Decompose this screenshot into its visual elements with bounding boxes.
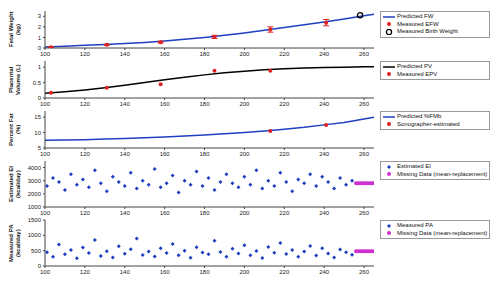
svg-text:140: 140 bbox=[120, 51, 131, 57]
svg-text:10: 10 bbox=[34, 130, 41, 136]
svg-text:180: 180 bbox=[200, 210, 211, 216]
svg-text:100: 100 bbox=[40, 51, 51, 57]
svg-text:240: 240 bbox=[319, 210, 330, 216]
svg-text:1: 1 bbox=[38, 35, 42, 41]
svg-text:220: 220 bbox=[279, 101, 290, 107]
svg-text:200: 200 bbox=[239, 51, 250, 57]
html-text:Measured PA (kcal/day): Measured PA (kcal/day) bbox=[8, 224, 21, 262]
svg-text:0: 0 bbox=[38, 263, 42, 269]
svg-text:120: 120 bbox=[80, 151, 91, 157]
svg-text:240: 240 bbox=[319, 101, 330, 107]
svg-text:0: 0 bbox=[38, 45, 42, 51]
svg-text:220: 220 bbox=[279, 210, 290, 216]
svg-text:160: 160 bbox=[160, 269, 171, 275]
svg-text:160: 160 bbox=[160, 151, 171, 157]
svg-text:240: 240 bbox=[319, 151, 330, 157]
html-text:Missing Data (mean-replacement: Missing Data (mean-replacement) bbox=[397, 229, 488, 236]
svg-text:120: 120 bbox=[80, 269, 91, 275]
html-text:Measured Birth Weight: Measured Birth Weight bbox=[397, 28, 458, 34]
svg-text:2: 2 bbox=[38, 24, 42, 30]
html-text:Predicted PV: Predicted PV bbox=[397, 63, 432, 69]
svg-text:100: 100 bbox=[40, 269, 51, 275]
svg-text:260: 260 bbox=[359, 101, 370, 107]
svg-text:260: 260 bbox=[359, 51, 370, 57]
html-text:Measured PA: Measured PA bbox=[397, 222, 433, 228]
svg-text:200: 200 bbox=[239, 101, 250, 107]
html-text:Estimated EI (kcal/day): Estimated EI (kcal/day) bbox=[8, 166, 21, 202]
svg-text:5: 5 bbox=[38, 145, 42, 151]
html-text:Fetal Weight (kg): Fetal Weight (kg) bbox=[8, 11, 21, 48]
svg-text:100: 100 bbox=[40, 210, 51, 216]
svg-text:0.5: 0.5 bbox=[33, 80, 42, 86]
svg-text:220: 220 bbox=[279, 51, 290, 57]
svg-text:200: 200 bbox=[239, 269, 250, 275]
svg-text:260: 260 bbox=[359, 210, 370, 216]
html-text:Measured EPV: Measured EPV bbox=[397, 70, 438, 77]
svg-text:180: 180 bbox=[200, 51, 211, 57]
html-text:Missing Data (mean-replacement: Missing Data (mean-replacement) bbox=[397, 170, 488, 177]
svg-text:1: 1 bbox=[38, 64, 42, 70]
html-text:Placental Volume (L): Placental Volume (L) bbox=[8, 64, 21, 95]
svg-text:140: 140 bbox=[120, 210, 131, 216]
svg-text:3: 3 bbox=[38, 13, 42, 19]
svg-text:220: 220 bbox=[279, 151, 290, 157]
svg-text:140: 140 bbox=[120, 269, 131, 275]
svg-text:180: 180 bbox=[200, 101, 211, 107]
svg-text:260: 260 bbox=[359, 269, 370, 275]
svg-text:180: 180 bbox=[200, 269, 211, 275]
svg-text:500: 500 bbox=[31, 248, 42, 254]
svg-text:220: 220 bbox=[279, 269, 290, 275]
svg-text:15: 15 bbox=[34, 114, 41, 120]
svg-text:100: 100 bbox=[40, 151, 51, 157]
svg-text:120: 120 bbox=[80, 51, 91, 57]
svg-text:180: 180 bbox=[200, 151, 211, 157]
svg-text:1000: 1000 bbox=[28, 232, 42, 238]
svg-text:160: 160 bbox=[160, 101, 171, 107]
svg-text:4000: 4000 bbox=[28, 165, 42, 171]
svg-text:140: 140 bbox=[120, 151, 131, 157]
svg-text:1500: 1500 bbox=[28, 217, 42, 223]
html-text:Measured EFW: Measured EFW bbox=[397, 20, 439, 27]
svg-text:240: 240 bbox=[319, 269, 330, 275]
html-text:Predicted %FMb: Predicted %FMb bbox=[397, 113, 442, 119]
svg-text:0: 0 bbox=[38, 95, 42, 101]
svg-text:2000: 2000 bbox=[28, 191, 42, 197]
html-text:Estimated EI: Estimated EI bbox=[397, 163, 431, 169]
svg-text:200: 200 bbox=[239, 210, 250, 216]
svg-text:260: 260 bbox=[359, 151, 370, 157]
svg-text:100: 100 bbox=[40, 101, 51, 107]
svg-text:3000: 3000 bbox=[28, 178, 42, 184]
svg-text:1000: 1000 bbox=[28, 204, 42, 210]
html-text:Predicted FW: Predicted FW bbox=[397, 13, 434, 19]
html-text:Percent Fat (%): Percent Fat (%) bbox=[8, 113, 21, 146]
svg-text:120: 120 bbox=[80, 101, 91, 107]
svg-text:120: 120 bbox=[80, 210, 91, 216]
svg-text:200: 200 bbox=[239, 151, 250, 157]
svg-text:160: 160 bbox=[160, 51, 171, 57]
html-text:Sonographer-estimated: Sonographer-estimated bbox=[397, 120, 460, 127]
svg-text:240: 240 bbox=[319, 51, 330, 57]
svg-text:160: 160 bbox=[160, 210, 171, 216]
svg-text:140: 140 bbox=[120, 101, 131, 107]
